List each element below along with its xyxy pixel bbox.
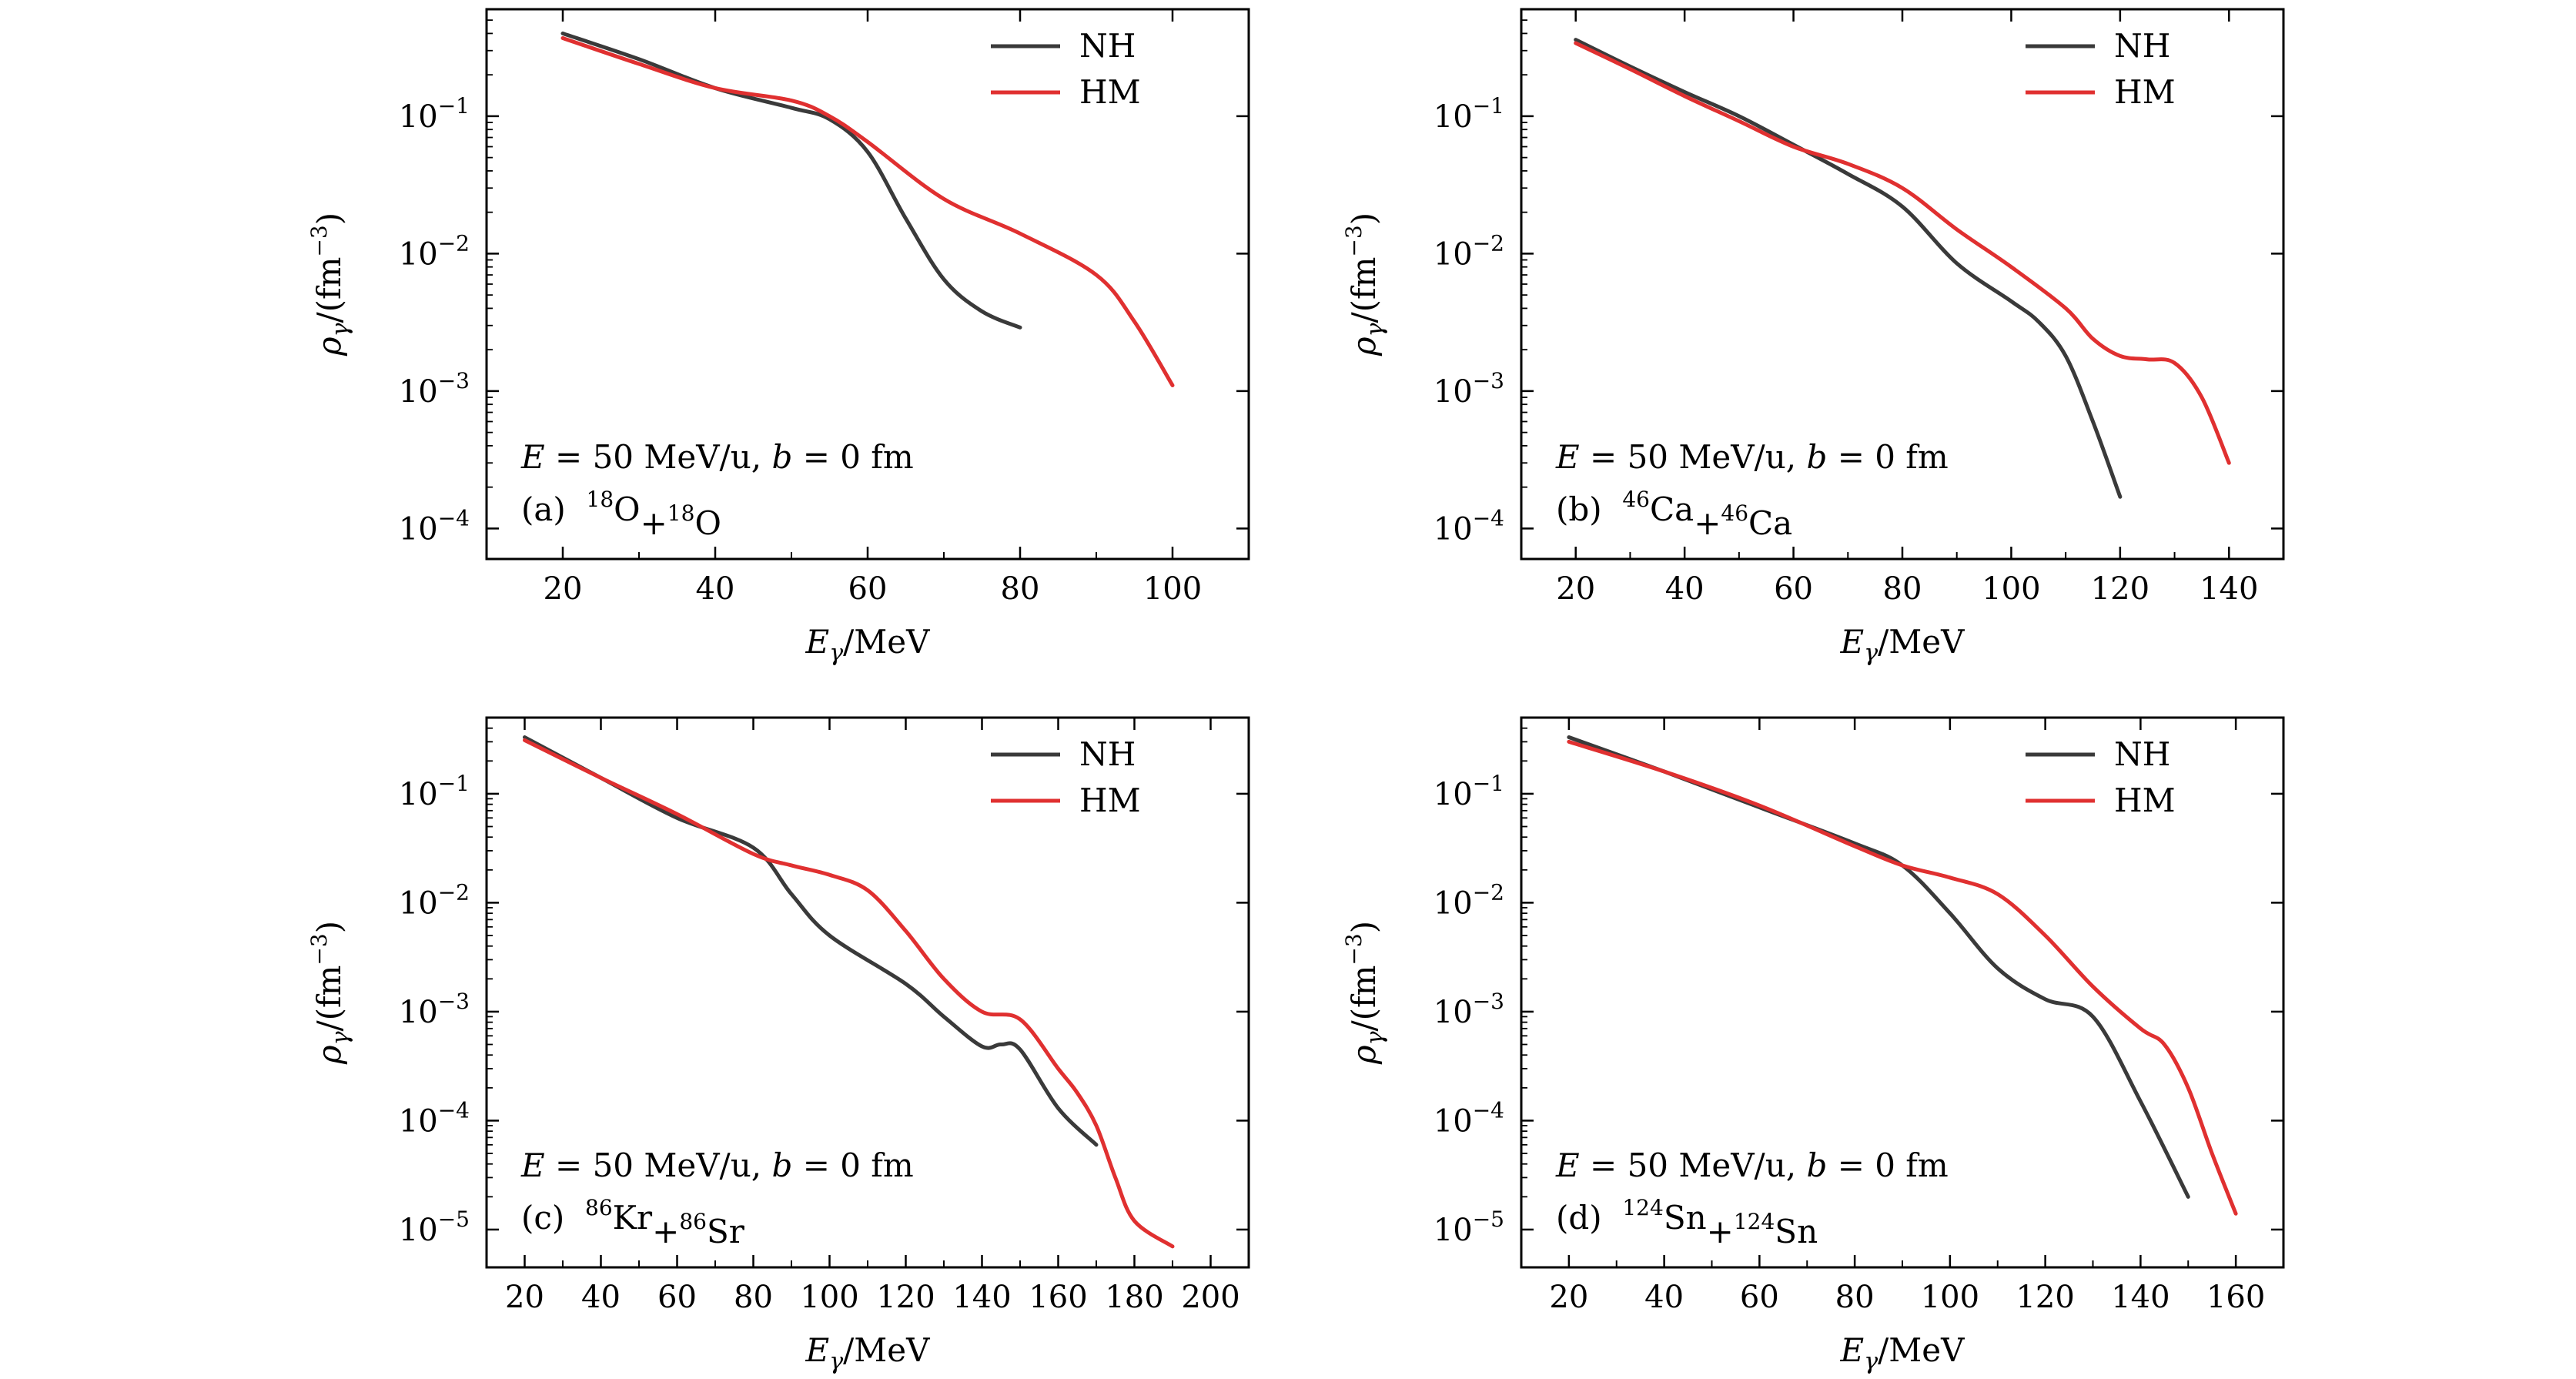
y-tick-label: 10−3	[399, 368, 470, 410]
x-tick-label: 120	[2091, 571, 2149, 607]
x-tick-label: 160	[1029, 1280, 1087, 1315]
x-tick-label: 60	[1774, 571, 1813, 607]
legend-label-hm: HM	[1079, 782, 1141, 819]
series-line-nh	[523, 735, 1099, 1147]
y-tick-label: 10−3	[399, 989, 470, 1030]
y-tick-label: 10−2	[399, 879, 470, 921]
x-tick-label: 200	[1181, 1280, 1239, 1315]
reaction-annotation: (d) 124Sn+124Sn	[1556, 1195, 1818, 1250]
series-line-hm	[523, 738, 1175, 1249]
legend-label-hm: HM	[1079, 73, 1141, 111]
x-axis-label: Eγ/MeV	[1840, 623, 1965, 667]
x-tick-label: 180	[1105, 1280, 1163, 1315]
x-tick-label: 60	[1740, 1280, 1779, 1315]
y-tick-label: 10−4	[399, 1097, 470, 1139]
condition-annotation: E = 50 MeV/u, b = 0 fm	[520, 1146, 914, 1184]
y-tick-label: 10−2	[1434, 879, 1504, 921]
y-axis-label: ργ/(fm−3)	[1341, 213, 1389, 356]
series-line-nh	[1567, 735, 2190, 1199]
x-tick-label: 60	[657, 1280, 697, 1315]
x-tick-label: 20	[1556, 571, 1595, 607]
legend-label-hm: HM	[2114, 782, 2176, 819]
condition-annotation: E = 50 MeV/u, b = 0 fm	[1555, 438, 1949, 476]
y-tick-label: 10−1	[399, 771, 470, 812]
y-axis-label: ργ/(fm−3)	[1341, 921, 1389, 1065]
x-tick-label: 100	[800, 1280, 858, 1315]
legend-label-nh: NH	[1079, 27, 1136, 65]
x-tick-label: 120	[876, 1280, 935, 1315]
x-tick-label: 140	[952, 1280, 1011, 1315]
chart-panel-c: 20 40 60 80 100 120 140 160 180 200 10−1 10−2 10−3 10…	[306, 716, 1250, 1375]
series-line-hm	[1574, 41, 2231, 465]
x-tick-label: 80	[1883, 571, 1922, 607]
x-tick-label: 40	[581, 1280, 621, 1315]
reaction-annotation: (c) 86Kr+86Sr	[521, 1195, 745, 1250]
x-tick-label: 80	[1001, 571, 1040, 607]
y-tick-label: 10−2	[399, 230, 470, 272]
legend-label-nh: NH	[1079, 735, 1136, 773]
y-axis-label: ργ/(fm−3)	[306, 213, 354, 356]
x-tick-label: 40	[696, 571, 735, 607]
x-tick-label: 100	[1143, 571, 1202, 607]
y-tick-label: 10−4	[1434, 505, 1504, 547]
x-tick-label: 20	[505, 1280, 544, 1315]
y-axis-label: ργ/(fm−3)	[306, 921, 354, 1065]
legend-label-nh: NH	[2114, 27, 2170, 65]
series-line-nh	[560, 31, 1022, 330]
y-tick-label: 10−1	[1434, 771, 1504, 812]
chart-panel-b: 20 40 60 80 100 120 140 10−1 10−2 10−3 10−4 Eγ/MeV ρ…	[1341, 8, 2285, 667]
legend-label-nh: NH	[2114, 735, 2170, 773]
y-tick-label: 10−1	[399, 93, 470, 135]
y-tick-label: 10−5	[1434, 1207, 1504, 1248]
x-axis-label: Eγ/MeV	[805, 623, 931, 667]
x-tick-label: 140	[2111, 1280, 2170, 1315]
y-tick-label: 10−1	[1434, 93, 1504, 135]
y-tick-label: 10−4	[399, 505, 470, 547]
x-tick-label: 80	[1835, 1280, 1875, 1315]
series-line-hm	[1567, 739, 2238, 1216]
x-axis-label: Eγ/MeV	[1840, 1331, 1965, 1375]
condition-annotation: E = 50 MeV/u, b = 0 fm	[520, 438, 914, 476]
y-tick-label: 10−3	[1434, 989, 1504, 1030]
y-tick-label: 10−5	[399, 1207, 470, 1248]
y-tick-label: 10−3	[1434, 368, 1504, 410]
y-tick-label: 10−4	[1434, 1097, 1504, 1139]
x-tick-label: 140	[2200, 571, 2258, 607]
chart-panel-a: 20 40 60 80 100 10−1 10−2 10−3 10−4 Eγ/MeV ργ/(fm−…	[306, 8, 1250, 667]
x-tick-label: 100	[1982, 571, 2040, 607]
y-tick-label: 10−2	[1434, 230, 1504, 272]
x-tick-label: 60	[848, 571, 888, 607]
condition-annotation: E = 50 MeV/u, b = 0 fm	[1555, 1146, 1949, 1184]
x-axis-label: Eγ/MeV	[805, 1331, 931, 1375]
chart-panel-d: 20 40 60 80 100 120 140 160 10−1 10−2 10−3 10−4 10−5…	[1341, 716, 2285, 1375]
reaction-annotation: (a) 18O+18O	[521, 487, 721, 542]
x-tick-label: 80	[734, 1280, 773, 1315]
x-tick-label: 40	[1644, 1280, 1684, 1315]
x-tick-label: 40	[1665, 571, 1705, 607]
x-tick-label: 100	[1921, 1280, 1979, 1315]
legend-label-hm: HM	[2114, 73, 2176, 111]
reaction-annotation: (b) 46Ca+46Ca	[1556, 487, 1792, 542]
x-tick-label: 20	[544, 571, 583, 607]
series-line-nh	[1574, 38, 2123, 499]
x-tick-label: 20	[1549, 1280, 1588, 1315]
x-tick-label: 160	[2206, 1280, 2265, 1315]
x-tick-label: 120	[2016, 1280, 2074, 1315]
series-line-hm	[560, 35, 1175, 388]
